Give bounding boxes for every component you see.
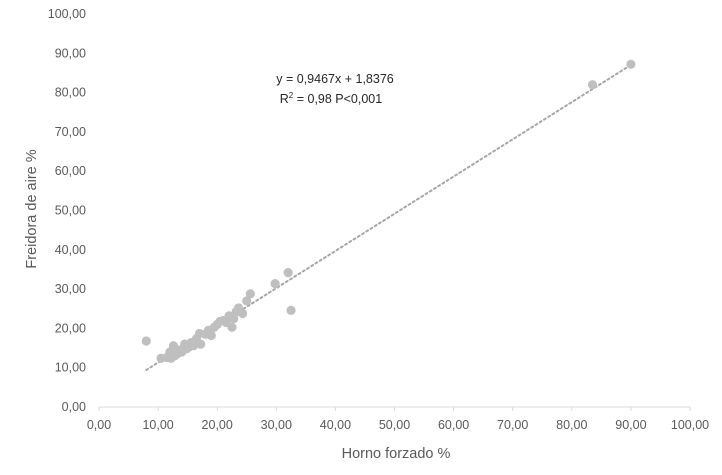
x-tick-label: 100,00 [671, 418, 709, 432]
data-point [206, 330, 216, 341]
data-point [245, 289, 255, 299]
data-point [227, 322, 237, 332]
y-tick-label: 50,00 [55, 204, 86, 218]
y-tick-label: 70,00 [55, 125, 86, 139]
x-tick-label: 60,00 [438, 418, 469, 432]
y-axis-title: Freidora de aire % [24, 149, 40, 268]
y-tick-label: 20,00 [55, 321, 86, 335]
y-tick-label: 0,00 [62, 400, 86, 414]
data-point [242, 296, 252, 306]
x-tick-label: 90,00 [615, 418, 646, 432]
data-point [270, 278, 280, 289]
r2-stats: = 0,98 P<0,001 [293, 92, 382, 106]
y-tick-label: 10,00 [55, 361, 86, 375]
y-tick-label: 100,00 [48, 7, 86, 21]
r2-prefix: R [280, 92, 289, 106]
data-point [238, 308, 248, 319]
data-point [626, 59, 636, 69]
y-axis-ticks: 0,00 10,00 20,00 30,00 40,00 50,00 60,00 70,00 8… [48, 7, 86, 414]
x-axis-title: Horno forzado % [342, 446, 451, 462]
y-tick-label: 30,00 [55, 282, 86, 296]
data-point [188, 341, 199, 351]
regression-r2: R2 = 0,98 P<0,001 [280, 91, 382, 106]
x-tick-label: 0,00 [87, 418, 111, 432]
data-points [141, 59, 636, 363]
data-point [283, 267, 293, 278]
x-tick-label: 40,00 [320, 418, 351, 432]
data-point [286, 305, 296, 315]
y-tick-label: 90,00 [55, 46, 86, 60]
data-point [587, 80, 598, 90]
x-tick-label: 70,00 [497, 418, 528, 432]
regression-equation: y = 0,9467x + 1,8376 [276, 72, 394, 86]
x-tick-label: 80,00 [556, 418, 587, 432]
x-tick-label: 30,00 [261, 418, 292, 432]
y-tick-label: 60,00 [55, 164, 86, 178]
x-tick-label: 10,00 [142, 418, 173, 432]
data-point [196, 339, 206, 349]
r2-superscript: 2 [289, 91, 294, 100]
x-axis-ticks: 0,00 10,00 20,00 30,00 40,00 50,00 60,00 70,00 8… [87, 407, 709, 432]
data-point [141, 336, 151, 346]
y-tick-label: 40,00 [55, 243, 86, 257]
x-tick-label: 50,00 [379, 418, 410, 432]
y-tick-label: 80,00 [55, 86, 86, 100]
x-tick-label: 20,00 [202, 418, 233, 432]
